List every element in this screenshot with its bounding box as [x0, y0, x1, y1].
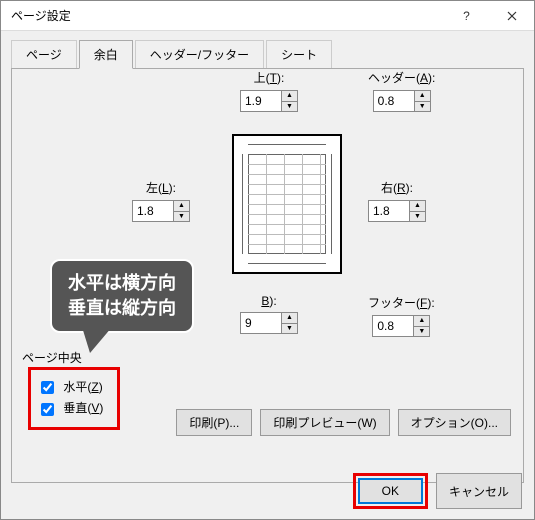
window-title: ページ設定 — [11, 7, 444, 24]
input-bottom[interactable] — [241, 313, 281, 333]
field-right: 右(R): ▲▼ — [368, 179, 426, 222]
print-button[interactable]: 印刷(P)... — [176, 409, 252, 436]
label-right: 右(R): — [368, 179, 426, 196]
input-header[interactable] — [374, 91, 414, 111]
field-top: 上(T): ▲▼ — [240, 69, 298, 112]
tab-margins[interactable]: 余白 — [79, 40, 133, 69]
spinner-bottom[interactable]: ▲▼ — [240, 312, 298, 334]
input-left[interactable] — [133, 201, 173, 221]
field-header: ヘッダー(A): ▲▼ — [368, 69, 435, 112]
spin-up-icon[interactable]: ▲ — [174, 201, 189, 212]
margins-panel: 上(T): ▲▼ ヘッダー(A): ▲▼ 左(L): ▲▼ 右(R): — [11, 68, 524, 483]
input-top[interactable] — [241, 91, 281, 111]
center-options-highlight: 水平(Z) 垂直(V) — [28, 367, 120, 430]
tab-page[interactable]: ページ — [11, 40, 77, 69]
dialog-buttons: OK キャンセル — [353, 473, 522, 509]
checkbox-vertical-label[interactable]: 垂直(V) — [37, 399, 103, 418]
spinner-top[interactable]: ▲▼ — [240, 90, 298, 112]
field-footer: フッター(F): ▲▼ — [368, 294, 435, 337]
checkbox-horizontal-label[interactable]: 水平(Z) — [37, 378, 103, 397]
spin-up-icon[interactable]: ▲ — [415, 91, 430, 102]
label-footer: フッター(F): — [368, 294, 435, 311]
label-bottom: B): — [240, 294, 298, 308]
label-header: ヘッダー(A): — [368, 69, 435, 86]
close-button[interactable] — [489, 1, 534, 31]
spinner-left[interactable]: ▲▼ — [132, 200, 190, 222]
checkbox-horizontal[interactable] — [41, 381, 54, 394]
cancel-button[interactable]: キャンセル — [436, 473, 522, 509]
spin-up-icon[interactable]: ▲ — [282, 91, 297, 102]
ok-button-highlight: OK — [353, 473, 428, 509]
ok-button[interactable]: OK — [358, 478, 423, 504]
page-preview — [232, 134, 342, 274]
section-page-center: ページ中央 — [22, 349, 82, 366]
options-button[interactable]: オプション(O)... — [398, 409, 511, 436]
spin-down-icon[interactable]: ▼ — [174, 212, 189, 222]
spin-down-icon[interactable]: ▼ — [414, 327, 429, 337]
input-footer[interactable] — [373, 316, 413, 336]
spin-up-icon[interactable]: ▲ — [282, 313, 297, 324]
print-preview-button[interactable]: 印刷プレビュー(W) — [260, 409, 389, 436]
tab-headerfooter[interactable]: ヘッダー/フッター — [135, 40, 264, 69]
field-left: 左(L): ▲▼ — [132, 179, 190, 222]
callout-line2: 垂直は縦方向 — [68, 296, 176, 321]
tab-sheet[interactable]: シート — [266, 40, 332, 69]
spin-down-icon[interactable]: ▼ — [410, 212, 425, 222]
spin-down-icon[interactable]: ▼ — [282, 102, 297, 112]
spinner-right[interactable]: ▲▼ — [368, 200, 426, 222]
tabstrip: ページ 余白 ヘッダー/フッター シート — [1, 31, 534, 68]
spin-down-icon[interactable]: ▼ — [415, 102, 430, 112]
page-setup-dialog: ページ設定 ? ページ 余白 ヘッダー/フッター シート 上(T): ▲▼ ヘッ… — [0, 0, 535, 520]
spin-up-icon[interactable]: ▲ — [414, 316, 429, 327]
annotation-callout: 水平は横方向 垂直は縦方向 — [50, 259, 194, 333]
label-top: 上(T): — [240, 69, 298, 86]
action-buttons-row: 印刷(P)... 印刷プレビュー(W) オプション(O)... — [176, 409, 511, 436]
spinner-header[interactable]: ▲▼ — [373, 90, 431, 112]
close-icon — [507, 11, 517, 21]
titlebar: ページ設定 ? — [1, 1, 534, 31]
spin-down-icon[interactable]: ▼ — [282, 324, 297, 334]
callout-line1: 水平は横方向 — [68, 271, 176, 296]
checkbox-vertical[interactable] — [41, 403, 54, 416]
help-button[interactable]: ? — [444, 1, 489, 31]
spinner-footer[interactable]: ▲▼ — [372, 315, 430, 337]
input-right[interactable] — [369, 201, 409, 221]
spin-up-icon[interactable]: ▲ — [410, 201, 425, 212]
field-bottom: B): ▲▼ — [240, 294, 298, 334]
label-left: 左(L): — [132, 179, 190, 196]
